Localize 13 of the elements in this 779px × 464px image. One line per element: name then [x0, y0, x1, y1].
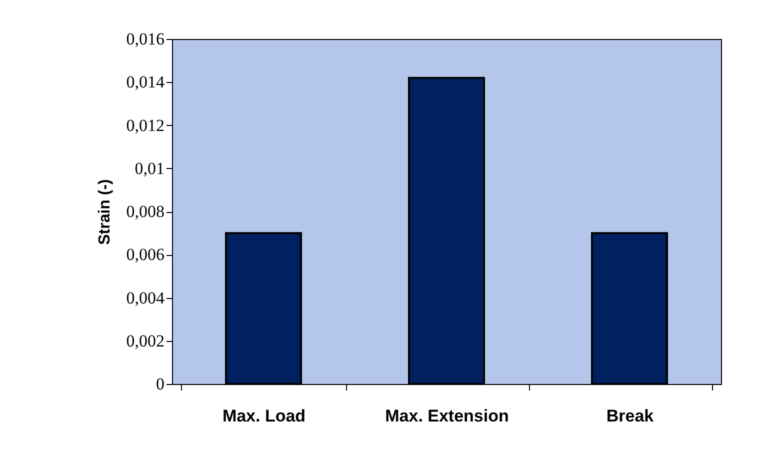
- y-tick-label: 0,014: [126, 72, 165, 92]
- x-tick-label: Max. Extension: [385, 406, 509, 426]
- y-tick-label: 0,016: [126, 30, 164, 48]
- x-tick-label: Max. Load: [222, 406, 306, 426]
- y-tick-label: 0,012: [126, 116, 164, 135]
- y-tick-label: 0: [156, 374, 164, 394]
- y-tick-label: 0,008: [126, 202, 164, 221]
- y-tick-label: 0,004: [126, 288, 165, 308]
- y-tick-label: 0,01: [134, 158, 164, 178]
- y-tick-label: 0,006: [126, 245, 164, 264]
- y-tick-label: 0,002: [126, 331, 164, 350]
- y-axis-title: Strain (-): [96, 179, 114, 245]
- x-tick-label: Break: [606, 406, 654, 426]
